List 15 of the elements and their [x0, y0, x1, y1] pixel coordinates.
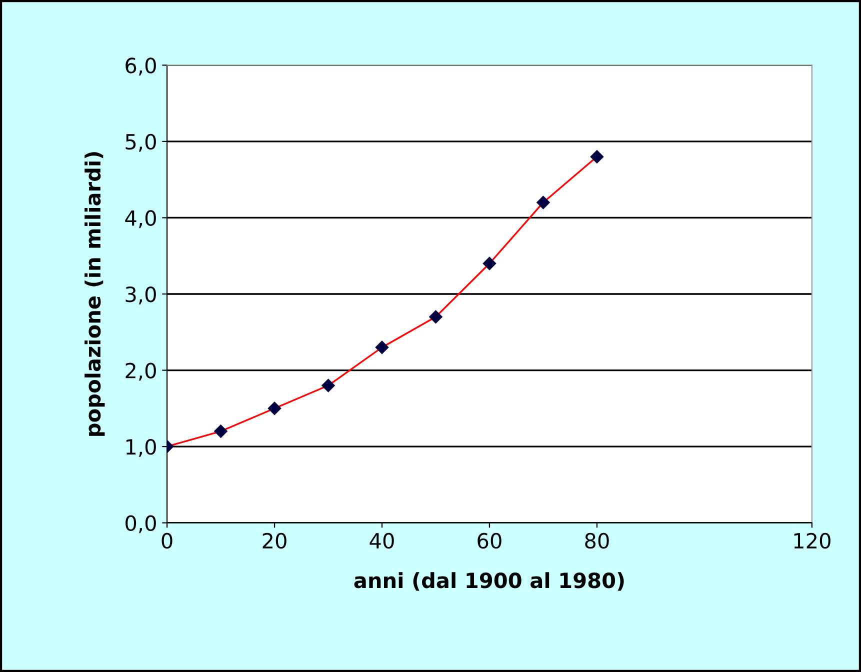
y-tick-label: 2,0: [126, 362, 156, 381]
x-tick-label: 20: [262, 532, 286, 549]
x-tick-label: 60: [478, 532, 502, 549]
y-tick-label: 0,0: [126, 515, 156, 534]
y-tick-label: 6,0: [126, 58, 156, 76]
x-tick-label: 80: [585, 532, 609, 549]
y-tick-label: 1,0: [126, 438, 156, 457]
y-tick-label: 5,0: [126, 134, 156, 152]
x-tick-label: 0: [162, 532, 172, 549]
x-tick-label: 40: [370, 532, 394, 549]
y-axis-title: popolazione (in miliardi): [84, 152, 105, 436]
y-tick-label: 3,0: [126, 286, 156, 304]
x-tick-label: 120: [794, 532, 830, 549]
y-tick-label: 4,0: [125, 210, 156, 228]
x-axis-title: anni (dal 1900 al 1980): [354, 572, 624, 591]
